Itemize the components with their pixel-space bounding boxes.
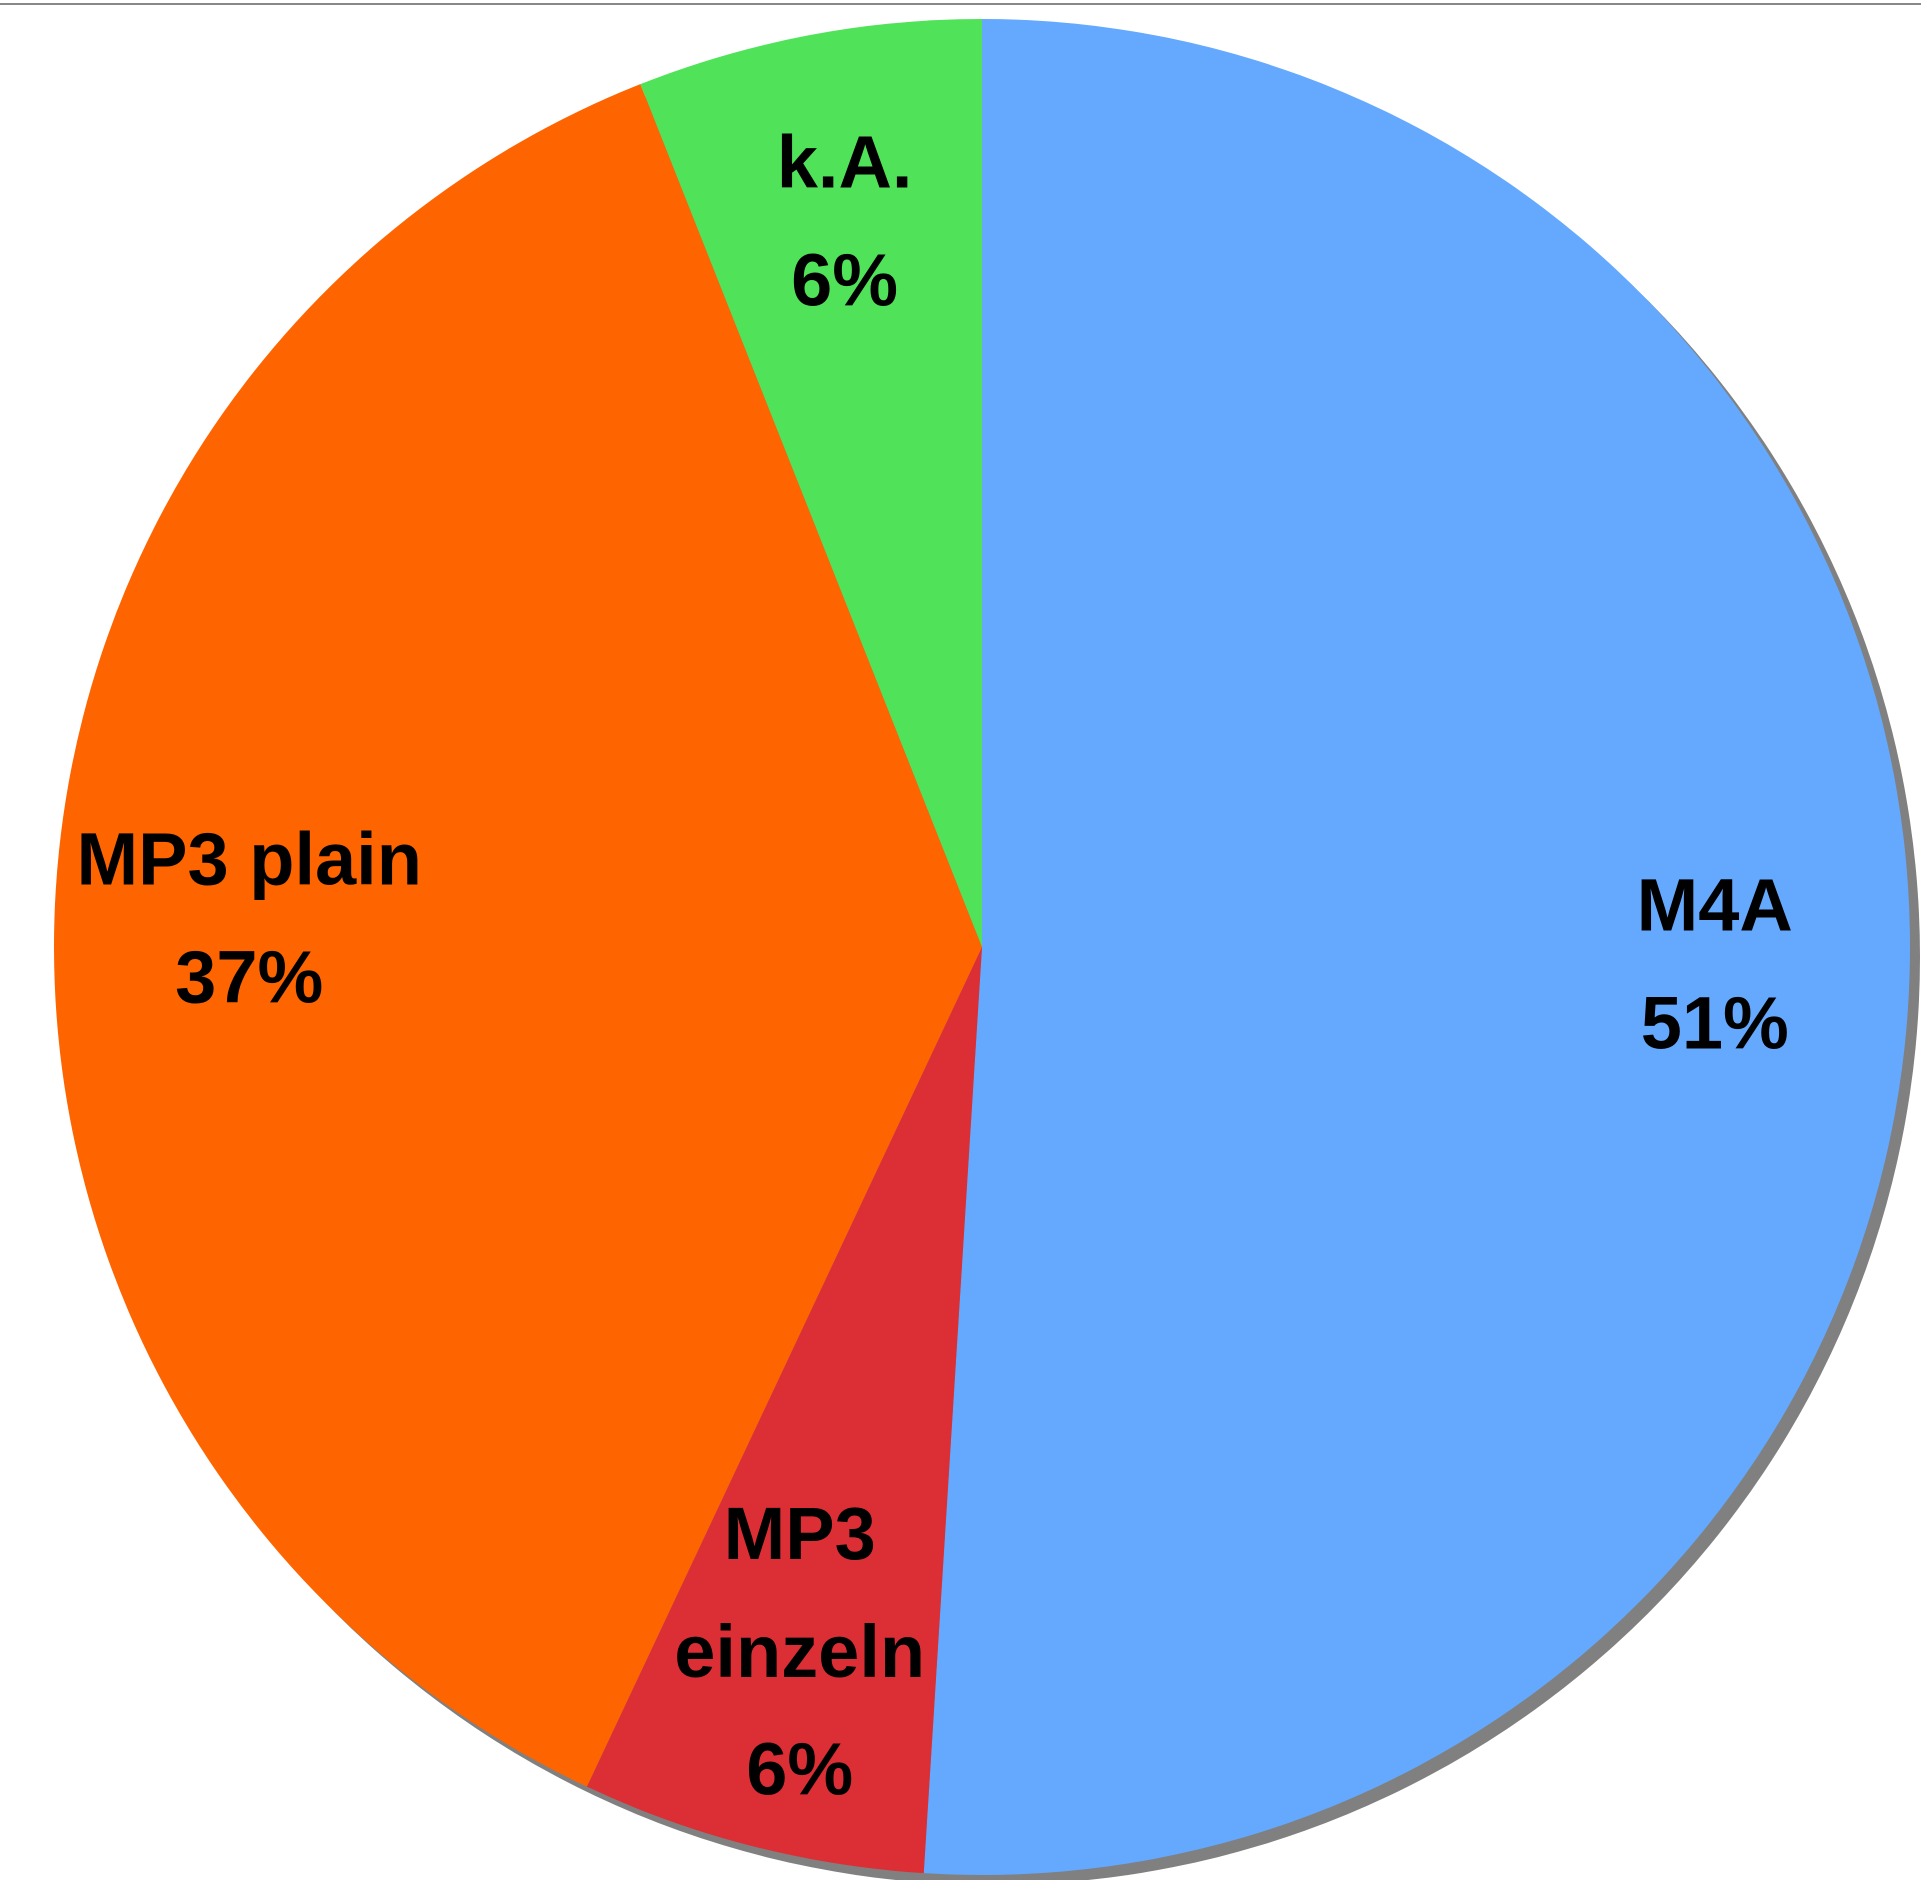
slice-value-label: 6% (791, 238, 898, 321)
pie-slice (640, 19, 982, 947)
slice-value-label: 51% (1641, 982, 1789, 1065)
slice-value-label: 6% (746, 1728, 853, 1811)
slice-label-line: MP3 (724, 1492, 876, 1575)
slice-label: k.A. (777, 120, 913, 203)
pie-slice (53, 84, 982, 1787)
pie-slice (586, 947, 982, 1874)
pie-slice (923, 19, 1911, 1876)
slice-label: MP3 plain (77, 818, 422, 901)
slice-value-label: 37% (175, 936, 323, 1019)
slice-label: MP3 einzeln (674, 1492, 925, 1693)
slice-label: M4A (1637, 864, 1793, 947)
slice-label-line: einzeln (674, 1610, 925, 1693)
